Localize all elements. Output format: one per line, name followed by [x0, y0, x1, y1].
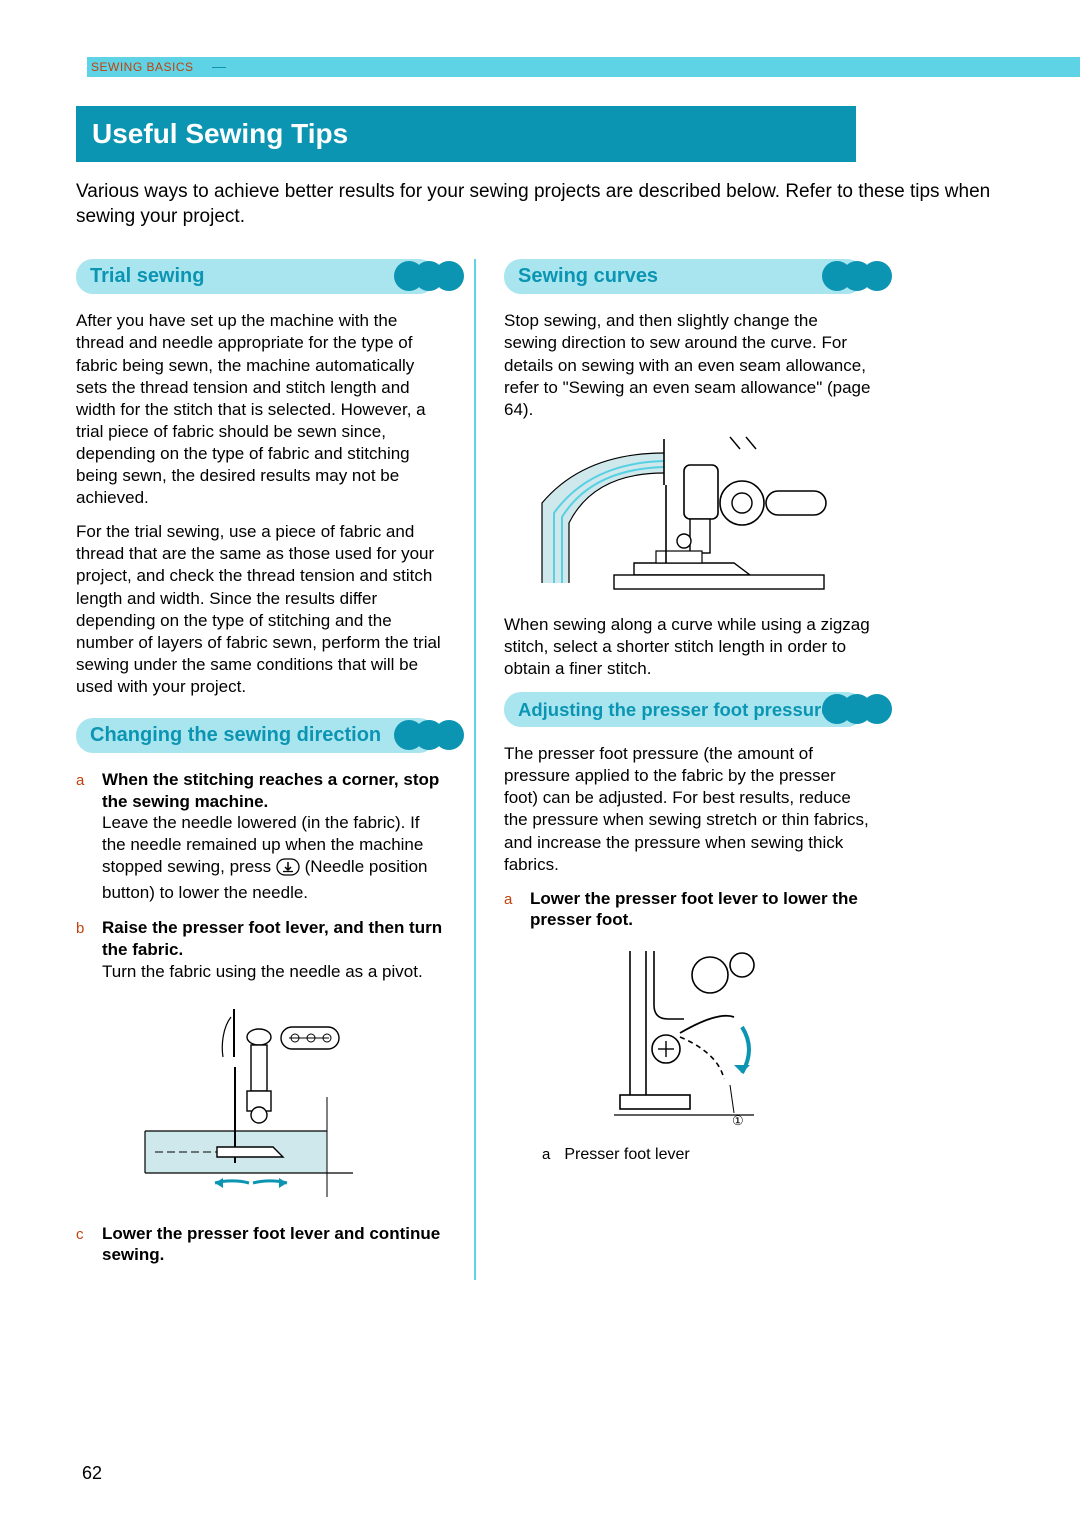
step-letter: c: [76, 1223, 90, 1267]
curve-para-1: Stop sewing, and then slightly change th…: [504, 310, 874, 420]
trial-para-1: After you have set up the machine with t…: [76, 310, 446, 509]
step-c: c Lower the presser foot lever and conti…: [76, 1223, 446, 1267]
step-text: Turn the fabric using the needle as a pi…: [102, 961, 446, 983]
figure-pivot: [76, 997, 446, 1207]
breadcrumb: SEWING BASICS: [87, 60, 194, 74]
decoration-icon: [394, 720, 464, 750]
decoration-icon: [822, 261, 892, 291]
step-letter: a: [76, 769, 90, 904]
intro-paragraph: Various ways to achieve better results f…: [76, 180, 1004, 229]
step-b: b Raise the presser foot lever, and then…: [76, 917, 446, 982]
step-title: Lower the presser foot lever to lower th…: [530, 888, 874, 932]
subhead-label: Trial sewing: [90, 265, 204, 288]
subhead-presser-pressure: Adjusting the presser foot pressure: [504, 692, 874, 727]
figure-curve: [504, 433, 874, 598]
curve-para-2: When sewing along a curve while using a …: [504, 614, 874, 680]
subhead-label: Changing the sewing direction: [90, 724, 381, 747]
step-letter: a: [504, 888, 518, 932]
step-title: Raise the presser foot lever, and then t…: [102, 917, 446, 961]
figure-caption: a Presser foot lever: [542, 1146, 874, 1164]
subhead-changing-direction: Changing the sewing direction: [76, 718, 446, 753]
caption-letter: a: [542, 1146, 550, 1164]
step-text: Leave the needle lowered (in the fabric)…: [102, 812, 446, 903]
svg-text:①: ①: [732, 1113, 744, 1128]
column-divider: [474, 259, 476, 1280]
decoration-icon: [394, 261, 464, 291]
decoration-icon: [822, 694, 892, 724]
subhead-sewing-curves: Sewing curves: [504, 259, 874, 294]
press-para-1: The presser foot pressure (the amount of…: [504, 743, 874, 876]
page-number: 62: [82, 1463, 102, 1484]
left-column: Trial sewing After you have set up the m…: [76, 259, 446, 1280]
step-letter: b: [76, 917, 90, 982]
press-step-a: a Lower the presser foot lever to lower …: [504, 888, 874, 932]
subhead-label: Sewing curves: [518, 265, 658, 288]
section-title: Useful Sewing Tips: [76, 106, 856, 162]
breadcrumb-bar: SEWING BASICS: [87, 57, 1080, 77]
step-title: Lower the presser foot lever and continu…: [102, 1223, 446, 1267]
right-column: Sewing curves Stop sewing, and then slig…: [504, 259, 874, 1280]
subhead-label: Adjusting the presser foot pressure: [518, 699, 832, 721]
caption-text: Presser foot lever: [564, 1146, 689, 1164]
needle-position-button-icon: [276, 858, 300, 882]
subhead-trial-sewing: Trial sewing: [76, 259, 446, 294]
step-a: a When the stitching reaches a corner, s…: [76, 769, 446, 904]
step-title: When the stitching reaches a corner, sto…: [102, 769, 446, 813]
figure-presser-lever: ①: [504, 945, 874, 1130]
trial-para-2: For the trial sewing, use a piece of fab…: [76, 521, 446, 698]
